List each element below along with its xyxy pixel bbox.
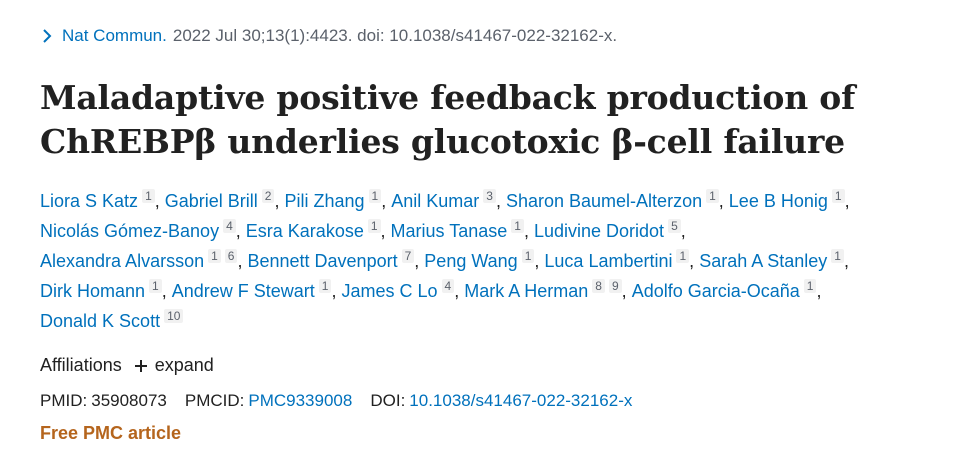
author-link[interactable]: Luca Lambertini [544, 251, 673, 271]
author-link[interactable]: Anil Kumar [391, 191, 480, 211]
author-item: Dirk Homann 1, [40, 279, 172, 301]
pmid-label: PMID: [40, 391, 88, 410]
doi-link[interactable]: 10.1038/s41467-022-32162-x [409, 391, 633, 410]
author-item: Nicolás Gómez-Banoy 4, [40, 219, 246, 241]
author-list: Liora S Katz 1, Gabriel Brill 2, Pili Zhan… [40, 186, 940, 336]
affiliation-ref[interactable]: 1 [831, 189, 845, 203]
affiliation-ref[interactable]: 1 [511, 219, 524, 233]
affiliation-ref[interactable]: 7 [401, 249, 415, 263]
author-link[interactable]: Bennett Davenport [247, 251, 398, 271]
author-item: Alexandra Alvarsson 1 6, [40, 249, 248, 271]
author-link[interactable]: Nicolás Gómez-Banoy [40, 221, 220, 241]
author-link[interactable]: Donald K Scott [40, 311, 161, 331]
affiliation-ref[interactable]: 1 [368, 189, 382, 203]
author-link[interactable]: Alexandra Alvarsson [40, 251, 205, 271]
author-link[interactable]: Sharon Baumel-Alterzon [505, 191, 703, 211]
citation-line: Nat Commun. 2022 Jul 30;13(1):4423. doi:… [40, 26, 617, 46]
expand-affiliations-button[interactable]: expand [134, 355, 214, 376]
affiliation-ref[interactable]: 1 [676, 249, 690, 263]
author-link[interactable]: Ludivine Doridot [533, 221, 665, 241]
affiliation-ref[interactable]: 1 [318, 279, 332, 293]
plus-icon [134, 359, 147, 372]
affiliation-ref[interactable]: 1 [142, 189, 155, 203]
affiliation-ref[interactable]: 1 [706, 189, 719, 203]
author-item: Peng Wang 1, [424, 249, 545, 271]
author-item: Esra Karakose 1, [245, 219, 391, 241]
author-link[interactable]: James C Lo [341, 281, 438, 301]
affiliation-ref[interactable]: 2 [261, 189, 275, 203]
author-item: Mark A Herman 8 9, [464, 279, 632, 301]
author-link[interactable]: Pili Zhang [284, 191, 365, 211]
author-item: Ludivine Doridot 5, [533, 219, 686, 241]
author-item: Marius Tanase 1, [390, 219, 534, 241]
free-pmc-article-link[interactable]: Free PMC article [40, 423, 182, 443]
title-line-1: Maladaptive positive feedback production… [40, 78, 856, 117]
affiliation-ref[interactable]: 1 [149, 279, 162, 293]
author-item: Gabriel Brill 2, [164, 189, 285, 211]
author-item: Anil Kumar 3, [391, 189, 506, 211]
affiliation-ref[interactable]: 5 [668, 219, 681, 233]
author-item: James C Lo 4, [341, 279, 465, 301]
affiliation-ref[interactable]: 1 [208, 249, 221, 263]
author-item: Lee B Honig 1, [728, 189, 850, 211]
citation-details: 2022 Jul 30;13(1):4423. doi: 10.1038/s41… [172, 26, 618, 45]
author-link[interactable]: Liora S Katz [40, 191, 139, 211]
title-line-2: ChREBPβ underlies glucotoxic β-cell fail… [40, 122, 845, 161]
author-link[interactable]: Andrew F Stewart [171, 281, 315, 301]
affiliation-ref[interactable]: 8 [592, 279, 605, 293]
affiliation-ref[interactable]: 1 [803, 279, 817, 293]
article-title: Maladaptive positive feedback production… [40, 76, 940, 164]
author-link[interactable]: Sarah A Stanley [699, 251, 828, 271]
author-item: Sharon Baumel-Alterzon 1, [505, 189, 729, 211]
pmcid-link[interactable]: PMC9339008 [248, 391, 353, 410]
expand-label: expand [154, 355, 214, 375]
chevron-right-icon[interactable] [40, 29, 54, 43]
author-item: Sarah A Stanley 1, [699, 249, 849, 271]
affiliation-ref[interactable]: 1 [367, 219, 381, 233]
author-link[interactable]: Peng Wang [424, 251, 518, 271]
affiliation-ref[interactable]: 6 [224, 249, 238, 263]
author-link[interactable]: Adolfo Garcia-Ocaña [631, 281, 800, 301]
affiliation-ref[interactable]: 10 [164, 309, 184, 323]
affiliations-row: Affiliations expand [40, 355, 214, 376]
identifiers-row: PMID: 35908073 PMCID: PMC9339008 DOI: 10.1038… [40, 391, 632, 411]
affiliation-ref[interactable]: 1 [831, 249, 844, 263]
affiliation-ref[interactable]: 4 [223, 219, 236, 233]
author-item: Pili Zhang 1, [284, 189, 392, 211]
affiliation-ref[interactable]: 3 [483, 189, 496, 203]
author-item: Luca Lambertini 1, [544, 249, 700, 271]
pmcid-label: PMCID: [184, 391, 245, 410]
author-item: Adolfo Garcia-Ocaña 1, [631, 279, 822, 301]
author-item: Bennett Davenport 7, [247, 249, 425, 271]
affiliation-ref[interactable]: 9 [608, 279, 622, 293]
author-item: Liora S Katz 1, [40, 189, 165, 211]
affiliation-ref[interactable]: 1 [521, 249, 535, 263]
author-link[interactable]: Mark A Herman [464, 281, 589, 301]
author-link[interactable]: Gabriel Brill [164, 191, 258, 211]
author-item: Andrew F Stewart 1, [171, 279, 342, 301]
journal-link[interactable]: Nat Commun. [62, 26, 167, 45]
affiliations-label: Affiliations [40, 355, 122, 375]
doi-label: DOI: [370, 391, 406, 410]
author-link[interactable]: Lee B Honig [728, 191, 828, 211]
author-link[interactable]: Dirk Homann [40, 281, 146, 301]
affiliation-ref[interactable]: 4 [441, 279, 455, 293]
author-link[interactable]: Esra Karakose [245, 221, 364, 241]
pmid-value: 35908073 [91, 391, 167, 410]
author-item: Donald K Scott 10 [40, 309, 184, 331]
author-link[interactable]: Marius Tanase [390, 221, 508, 241]
